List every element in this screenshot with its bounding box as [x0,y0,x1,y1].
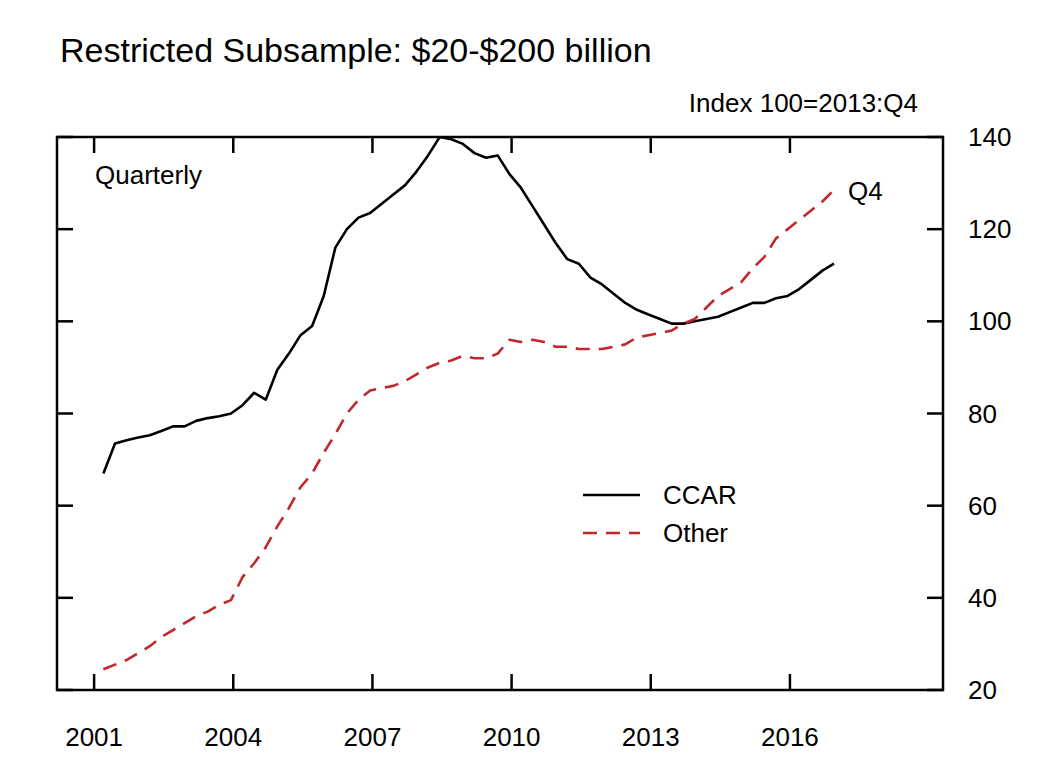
title: Restricted Subsample: $20-$200 billion [60,31,652,69]
tick-label: 40 [968,583,997,613]
tick [927,136,943,139]
tick [789,674,792,690]
tick-label: 140 [968,122,1011,152]
tick-label: 20 [968,675,997,705]
legend-swatch [583,532,640,535]
legend-swatch [583,494,640,497]
tick-label: 100 [968,306,1011,336]
tick [927,228,943,231]
tick [371,674,374,690]
annotation: Q4 [848,176,883,206]
tick [789,137,792,153]
tick-label: 2013 [622,722,680,752]
chart: Restricted Subsample: $20-$200 billion In… [0,0,1052,760]
tick [93,674,96,690]
series-line [103,190,834,669]
tick [93,137,96,153]
tick-label: 2004 [204,722,262,752]
tick [57,320,73,323]
tick [57,504,73,507]
tick [510,674,513,690]
tick [650,137,653,153]
tick [57,689,73,692]
tick [57,412,73,415]
tick [57,597,73,600]
tick [232,137,235,153]
tick-label: 2001 [65,722,123,752]
tick-label: 80 [968,399,997,429]
series-line [103,137,834,473]
tick-label: 120 [968,214,1011,244]
tick-label: 2010 [483,722,541,752]
tick-label: 2007 [344,722,402,752]
tick [927,412,943,415]
plot-frame [57,137,943,690]
tick-label: 60 [968,491,997,521]
tick [371,137,374,153]
tick [650,674,653,690]
axis-label: Index 100=2013:Q4 [689,88,918,118]
series-group [103,137,834,669]
tick-label: 2016 [761,722,819,752]
annotation: Quarterly [95,160,202,190]
legend-label: Other [663,518,728,548]
legend-label: CCAR [663,480,737,510]
tick [510,137,513,153]
tick [57,136,73,139]
tick [57,228,73,231]
tick [927,597,943,600]
tick [927,689,943,692]
tick [232,674,235,690]
tick [927,504,943,507]
tick [927,320,943,323]
